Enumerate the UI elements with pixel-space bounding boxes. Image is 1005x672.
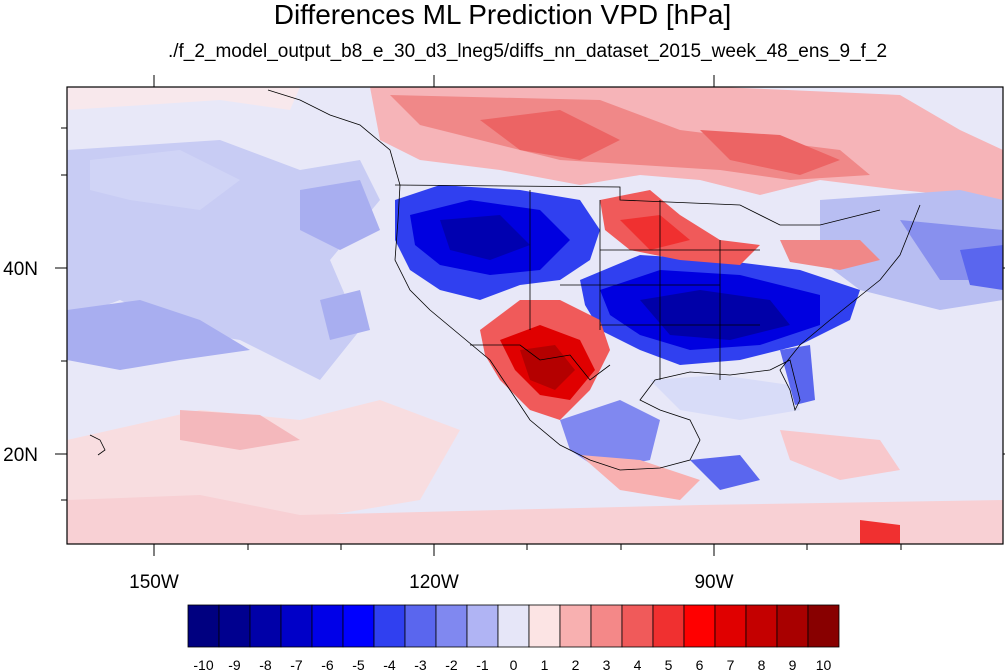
colorbar-label: 10 xyxy=(816,657,832,672)
colorbar-box xyxy=(373,604,406,648)
colorbar-box xyxy=(807,604,840,648)
colorbar-label: -7 xyxy=(290,657,303,672)
colorbar-label: -3 xyxy=(414,657,427,672)
colorbar-box xyxy=(621,604,654,648)
colorbar-box xyxy=(404,604,437,648)
colorbar-label: -5 xyxy=(352,657,365,672)
map-title: Differences ML Prediction VPD [hPa] xyxy=(273,0,732,30)
colorbar-label: 5 xyxy=(665,657,673,672)
colorbar-box xyxy=(590,604,623,648)
colorbar-box xyxy=(342,604,375,648)
lat-tick-label: 20N xyxy=(3,445,38,466)
colorbar-label: -6 xyxy=(321,657,334,672)
colorbar-box xyxy=(745,604,778,648)
coastlines xyxy=(89,89,921,471)
colorbar-label: 7 xyxy=(727,657,735,672)
colorbar-box xyxy=(466,604,499,648)
lon-tick-label: 90W xyxy=(694,572,733,593)
colorbar-box xyxy=(218,604,251,648)
colorbar-box xyxy=(559,604,592,648)
colorbar-box xyxy=(497,604,530,648)
colorbar-box xyxy=(311,604,344,648)
colorbar-label: 2 xyxy=(572,657,580,672)
colorbar-label: 8 xyxy=(758,657,766,672)
colorbar: -10 -9 -8 -7 -6 -5 -4 -3 -2 -1 0 1 2 3 4 5 6 7 8 9 10 xyxy=(187,604,840,672)
colorbar-label: 1 xyxy=(541,657,549,672)
colorbar-label: -1 xyxy=(476,657,489,672)
colorbar-label: 9 xyxy=(789,657,797,672)
colorbar-label: 4 xyxy=(634,657,642,672)
colorbar-box xyxy=(776,604,809,648)
colorbar-label: 0 xyxy=(510,657,518,672)
colorbar-box xyxy=(187,604,220,648)
colorbar-label: -9 xyxy=(228,657,241,672)
colorbar-box xyxy=(714,604,747,648)
lon-tick-label: 150W xyxy=(129,572,179,593)
colorbar-box xyxy=(249,604,282,648)
difference-field xyxy=(67,87,1003,544)
colorbar-label: -8 xyxy=(259,657,272,672)
colorbar-box xyxy=(652,604,685,648)
lon-tick-label: 120W xyxy=(409,572,459,593)
plot-frame xyxy=(66,86,1004,545)
colorbar-label: -2 xyxy=(445,657,458,672)
colorbar-box xyxy=(280,604,313,648)
colorbar-label: -4 xyxy=(383,657,396,672)
axis-ticks xyxy=(55,75,1005,556)
lat-tick-label: 40N xyxy=(3,259,38,280)
colorbar-label: 3 xyxy=(603,657,611,672)
map-subtitle: ./f_2_model_output_b8_e_30_d3_lneg5/diff… xyxy=(167,41,888,62)
colorbar-box xyxy=(528,604,561,648)
colorbar-label: 6 xyxy=(696,657,704,672)
colorbar-label: -10 xyxy=(193,657,213,672)
colorbar-box xyxy=(435,604,468,648)
colorbar-box xyxy=(683,604,716,648)
